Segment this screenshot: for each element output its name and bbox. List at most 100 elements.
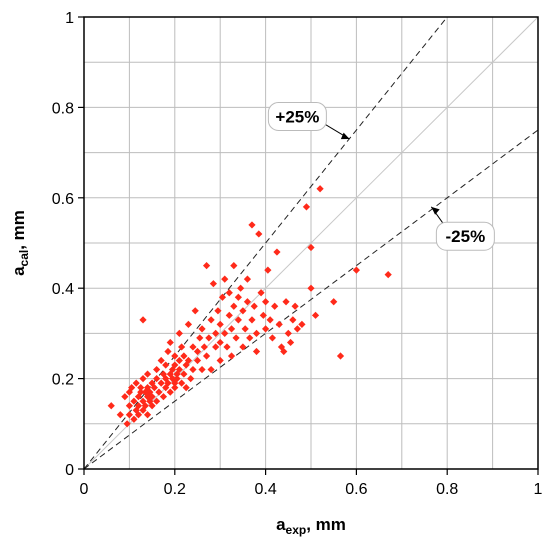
- data-point: [268, 334, 277, 342]
- data-point: [182, 361, 190, 369]
- data-point: [159, 370, 168, 378]
- data-point: [248, 316, 256, 324]
- reference-line: [83, 16, 448, 470]
- x-axis-title-sub: exp: [286, 523, 307, 537]
- x-axis-title-base: a: [276, 515, 286, 534]
- x-tick-label: 1: [534, 481, 543, 498]
- data-point: [150, 384, 158, 392]
- y-axis-title: acal, mm: [9, 210, 31, 276]
- annotation-box: [435, 221, 495, 251]
- y-axis-title-base: a: [9, 266, 28, 276]
- data-point: [191, 307, 199, 315]
- data-point: [230, 262, 238, 270]
- data-point: [216, 320, 224, 328]
- plot-border: [83, 16, 539, 470]
- annotations: +25% -25%: [267, 101, 495, 251]
- data-point: [173, 375, 181, 383]
- data-point: [282, 298, 290, 306]
- annotation-callout: +25%: [267, 101, 350, 140]
- data-point: [137, 384, 145, 392]
- data-point: [302, 203, 311, 211]
- x-tick-label: 0.4: [254, 481, 276, 498]
- data-point: [252, 329, 261, 337]
- data-point: [182, 384, 190, 392]
- data-point: [205, 334, 213, 342]
- data-point: [216, 338, 224, 347]
- data-point: [148, 393, 156, 401]
- data-point: [137, 388, 145, 396]
- data-point: [134, 402, 143, 410]
- data-point: [277, 343, 286, 351]
- data-point: [280, 347, 288, 356]
- data-point: [284, 329, 292, 337]
- data-point: [221, 275, 229, 283]
- data-point: [214, 307, 222, 315]
- annotation-box: [267, 101, 327, 131]
- data-point: [171, 384, 179, 392]
- data-point: [239, 307, 247, 315]
- data-point: [193, 356, 202, 365]
- tick-labels: 00 0.2 0.2 0.4 0.4 0.6 0.6 0.8 0.8 1 1: [52, 10, 543, 498]
- y-tick-label: 0.6: [52, 191, 74, 208]
- annotation-label: -25%: [446, 227, 486, 246]
- data-point: [316, 185, 324, 193]
- data-point: [162, 375, 170, 383]
- data-point: [250, 302, 258, 310]
- data-point: [141, 388, 149, 396]
- data-point: [121, 393, 129, 401]
- data-point: [184, 320, 193, 328]
- data-point: [125, 402, 133, 410]
- data-point: [307, 243, 315, 252]
- annotation-arrowhead: [340, 132, 350, 140]
- x-axis-title-unit: , mm: [306, 515, 346, 534]
- data-point: [293, 325, 301, 333]
- data-point: [218, 293, 227, 301]
- data-point: [157, 379, 165, 387]
- data-point: [257, 289, 265, 297]
- data-point: [164, 347, 172, 356]
- data-point: [262, 298, 270, 306]
- data-point: [159, 393, 168, 401]
- y-tick-label: 0: [65, 462, 74, 479]
- data-point: [202, 352, 211, 360]
- data-point: [166, 388, 174, 396]
- data-point: [239, 343, 247, 351]
- data-point: [212, 343, 220, 351]
- data-point: [230, 302, 238, 310]
- x-tick-label: 0.6: [345, 481, 367, 498]
- data-point: [184, 356, 193, 365]
- data-point: [384, 271, 392, 279]
- data-point: [132, 379, 140, 387]
- reference-line: [83, 129, 539, 470]
- x-axis-title: aexp, mm: [276, 515, 346, 537]
- data-point: [153, 375, 161, 383]
- data-point: [237, 284, 245, 292]
- data-point: [207, 316, 215, 324]
- x-tick-label: 0.2: [164, 481, 186, 498]
- annotation-arrowhead: [431, 206, 440, 215]
- data-point: [286, 338, 295, 347]
- x-tick-label: 0: [80, 481, 89, 498]
- data-point: [153, 365, 161, 374]
- data-point: [262, 325, 270, 333]
- data-point: [134, 411, 143, 419]
- y-axis-title-sub: cal: [17, 250, 31, 267]
- data-point: [189, 365, 197, 374]
- data-point: [143, 370, 152, 378]
- data-point: [178, 343, 186, 351]
- data-point: [198, 365, 206, 374]
- data-point: [202, 262, 211, 270]
- data-point: [196, 334, 204, 342]
- data-point: [162, 384, 170, 392]
- data-point: [252, 347, 261, 356]
- data-point: [266, 316, 274, 324]
- y-axis-title-unit: , mm: [9, 210, 28, 250]
- data-point: [289, 316, 297, 324]
- data-point: [175, 365, 183, 374]
- data-point: [227, 325, 236, 333]
- data-point: [243, 275, 252, 283]
- x-tick-label: 0.8: [436, 481, 458, 498]
- data-point: [225, 289, 233, 297]
- data-point: [198, 325, 206, 333]
